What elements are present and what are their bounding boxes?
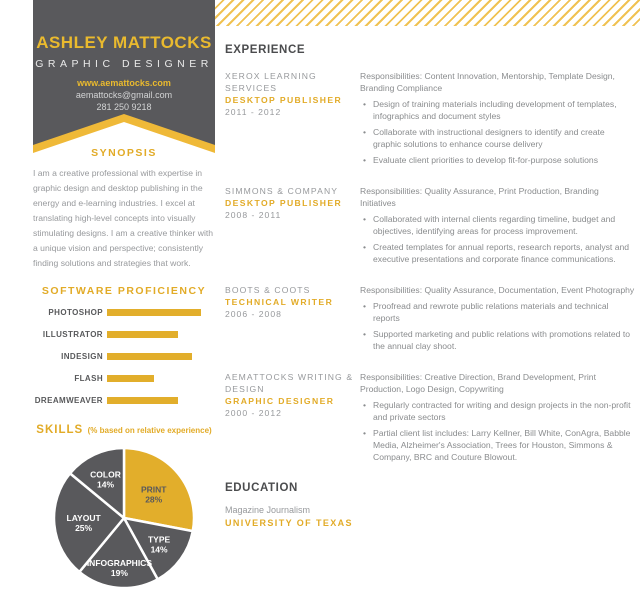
job-details: Responsibilities: Creative Direction, Br… <box>360 371 635 467</box>
bar-fill <box>107 331 178 338</box>
bullet-item: Proofread and rewrote public relations m… <box>360 300 635 324</box>
education-heading: EDUCATION <box>225 482 298 494</box>
job-entry: XEROX LEARNING SERVICES DESKTOP PUBLISHE… <box>225 70 635 170</box>
person-name: ASHLEY MATTOCKS <box>36 33 212 52</box>
job-entry: AEMATTOCKS WRITING & DESIGN GRAPHIC DESI… <box>225 371 635 467</box>
bar-fill <box>107 375 154 382</box>
job-details: Responsibilities: Content Innovation, Me… <box>360 70 635 170</box>
job-responsibilities: Responsibilities: Content Innovation, Me… <box>360 71 615 93</box>
job-company: SIMMONS & COMPANY <box>225 186 339 196</box>
bar-row: FLASH <box>33 371 215 386</box>
bullet-item: Collaborated with internal clients regar… <box>360 213 635 237</box>
bar-fill <box>107 309 201 316</box>
skills-pie-chart-wrap: PRINT 28% TYPE 14% INFOGRAPHICS 19% LAYOUT 25% C… <box>33 442 215 599</box>
synopsis-text: I am a creative professional with expert… <box>33 168 214 268</box>
bar-track <box>107 331 215 338</box>
job-company: XEROX LEARNING SERVICES <box>225 71 317 93</box>
person-phone: 281 250 9218 <box>96 102 152 112</box>
job-entry: SIMMONS & COMPANY DESKTOP PUBLISHER 2008… <box>225 185 635 269</box>
skills-heading-title: SKILLS <box>36 424 84 436</box>
software-bar-chart: PHOTOSHOP ILLUSTRATOR INDESIGN FLASH DREAMWE… <box>33 305 215 408</box>
bar-row: INDESIGN <box>33 349 215 364</box>
job-meta: SIMMONS & COMPANY DESKTOP PUBLISHER 2008… <box>225 185 360 269</box>
main-column: EXPERIENCE XEROX LEARNING SERVICES DESKT… <box>225 44 635 530</box>
education-section: EDUCATION Magazine Journalism UNIVERSITY… <box>225 482 635 530</box>
bullet-item: Created templates for annual reports, re… <box>360 241 635 265</box>
bar-track <box>107 375 215 382</box>
job-responsibilities: Responsibilities: Quality Assurance, Pri… <box>360 186 599 208</box>
education-school: UNIVERSITY OF TEXAS <box>225 518 353 528</box>
job-title: DESKTOP PUBLISHER <box>225 198 343 208</box>
bar-track <box>107 309 215 316</box>
pie-label-color: COLOR 14% <box>90 470 121 490</box>
job-dates: 2000 - 2012 <box>225 408 282 418</box>
software-proficiency-heading: SOFTWARE PROFICIENCY <box>41 285 207 297</box>
pie-label-type: TYPE 14% <box>148 535 171 555</box>
name-banner: ASHLEY MATTOCKS GRAPHIC DESIGNER www.aem… <box>33 0 215 153</box>
job-meta: XEROX LEARNING SERVICES DESKTOP PUBLISHE… <box>225 70 360 170</box>
job-company: AEMATTOCKS WRITING & DESIGN <box>225 372 354 394</box>
skills-heading: SKILLS (% based on relative experience) <box>33 420 215 438</box>
bullet-item: Collaborate with instructional designers… <box>360 126 635 150</box>
education-degree: Magazine Journalism <box>225 505 311 515</box>
bullet-item: Evaluate client priorities to develop fi… <box>360 154 635 166</box>
bar-row: ILLUSTRATOR <box>33 327 215 342</box>
job-responsibilities: Responsibilities: Creative Direction, Br… <box>360 372 596 394</box>
job-title: TECHNICAL WRITER <box>225 297 334 307</box>
job-dates: 2006 - 2008 <box>225 309 282 319</box>
skills-heading-subtitle: (% based on relative experience) <box>87 426 212 435</box>
person-role: GRAPHIC DESIGNER <box>35 58 213 70</box>
job-title: GRAPHIC DESIGNER <box>225 396 335 406</box>
bar-label: FLASH <box>74 374 103 383</box>
bar-label: DREAMWEAVER <box>34 396 103 405</box>
bar-track <box>107 353 215 360</box>
bar-label: ILLUSTRATOR <box>42 330 103 339</box>
job-details: Responsibilities: Quality Assurance, Pri… <box>360 185 635 269</box>
skills-pie-chart: PRINT 28%TYPE 14%INFOGRAPHICS 19%LAYOUT 25%C… <box>52 446 196 590</box>
job-title: DESKTOP PUBLISHER <box>225 95 343 105</box>
person-website: www.aemattocks.com <box>77 78 171 88</box>
job-entry: BOOTS & COOTS TECHNICAL WRITER 2006 - 20… <box>225 284 635 356</box>
bullet-item: Supported marketing and public relations… <box>360 328 635 352</box>
sidebar: ASHLEY MATTOCKS GRAPHIC DESIGNER www.aem… <box>33 0 215 599</box>
job-dates: 2011 - 2012 <box>225 107 282 117</box>
banner-content: ASHLEY MATTOCKS GRAPHIC DESIGNER www.aem… <box>33 0 215 112</box>
bar-fill <box>107 397 178 404</box>
resume-page: ASHLEY MATTOCKS GRAPHIC DESIGNER www.aem… <box>0 0 640 495</box>
bullet-item: Design of training materials including d… <box>360 98 635 122</box>
bar-track <box>107 397 215 404</box>
person-email: aemattocks@gmail.com <box>75 90 173 100</box>
bullet-item: Regularly contracted for writing and des… <box>360 399 635 423</box>
diagonal-stripes-decoration <box>215 0 640 26</box>
bar-label: INDESIGN <box>61 352 103 361</box>
job-responsibilities: Responsibilities: Quality Assurance, Doc… <box>360 285 635 295</box>
jobs-list: XEROX LEARNING SERVICES DESKTOP PUBLISHE… <box>225 70 635 467</box>
bar-label: PHOTOSHOP <box>48 308 103 317</box>
job-details: Responsibilities: Quality Assurance, Doc… <box>360 284 635 356</box>
bar-row: PHOTOSHOP <box>33 305 215 320</box>
job-dates: 2008 - 2011 <box>225 210 282 220</box>
job-meta: BOOTS & COOTS TECHNICAL WRITER 2006 - 20… <box>225 284 360 356</box>
job-company: BOOTS & COOTS <box>225 285 311 295</box>
bar-row: DREAMWEAVER <box>33 393 215 408</box>
experience-heading: EXPERIENCE <box>225 44 306 56</box>
job-meta: AEMATTOCKS WRITING & DESIGN GRAPHIC DESI… <box>225 371 360 467</box>
synopsis-heading: SYNOPSIS <box>91 147 157 159</box>
bar-fill <box>107 353 192 360</box>
bullet-item: Partial client list includes: Larry Kell… <box>360 427 635 463</box>
